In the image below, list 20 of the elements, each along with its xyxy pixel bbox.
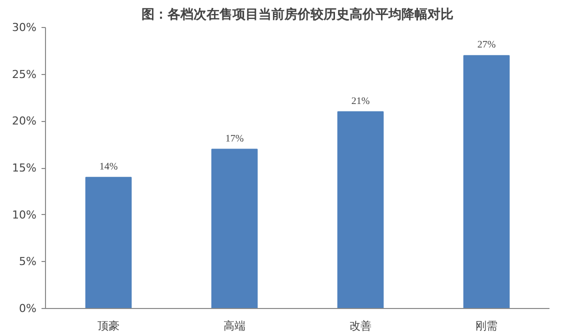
data-label: 27%	[477, 40, 496, 51]
x-tick-label: 刚需	[476, 320, 498, 332]
chart-title: 图：各档次在售项目当前房价较历史高价平均降幅对比	[142, 6, 454, 22]
y-tick-label: 15%	[12, 162, 37, 174]
data-label: 14%	[99, 161, 118, 172]
data-label: 21%	[351, 96, 370, 107]
y-tick-label: 5%	[19, 255, 36, 268]
y-tick-label: 0%	[19, 302, 36, 315]
y-tick-label: 10%	[12, 208, 37, 222]
data-label: 17%	[225, 133, 244, 144]
y-tick-label: 25%	[12, 68, 37, 81]
y-tick-label: 20%	[12, 114, 37, 128]
x-tick-label: 改善	[350, 320, 372, 332]
bar	[211, 148, 258, 308]
bar	[337, 111, 384, 308]
x-tick-label: 高端	[224, 320, 246, 332]
x-tick-label: 顶豪	[98, 320, 120, 332]
y-tick-label: 30%	[12, 21, 37, 34]
bar	[463, 55, 510, 308]
bar	[85, 176, 132, 308]
